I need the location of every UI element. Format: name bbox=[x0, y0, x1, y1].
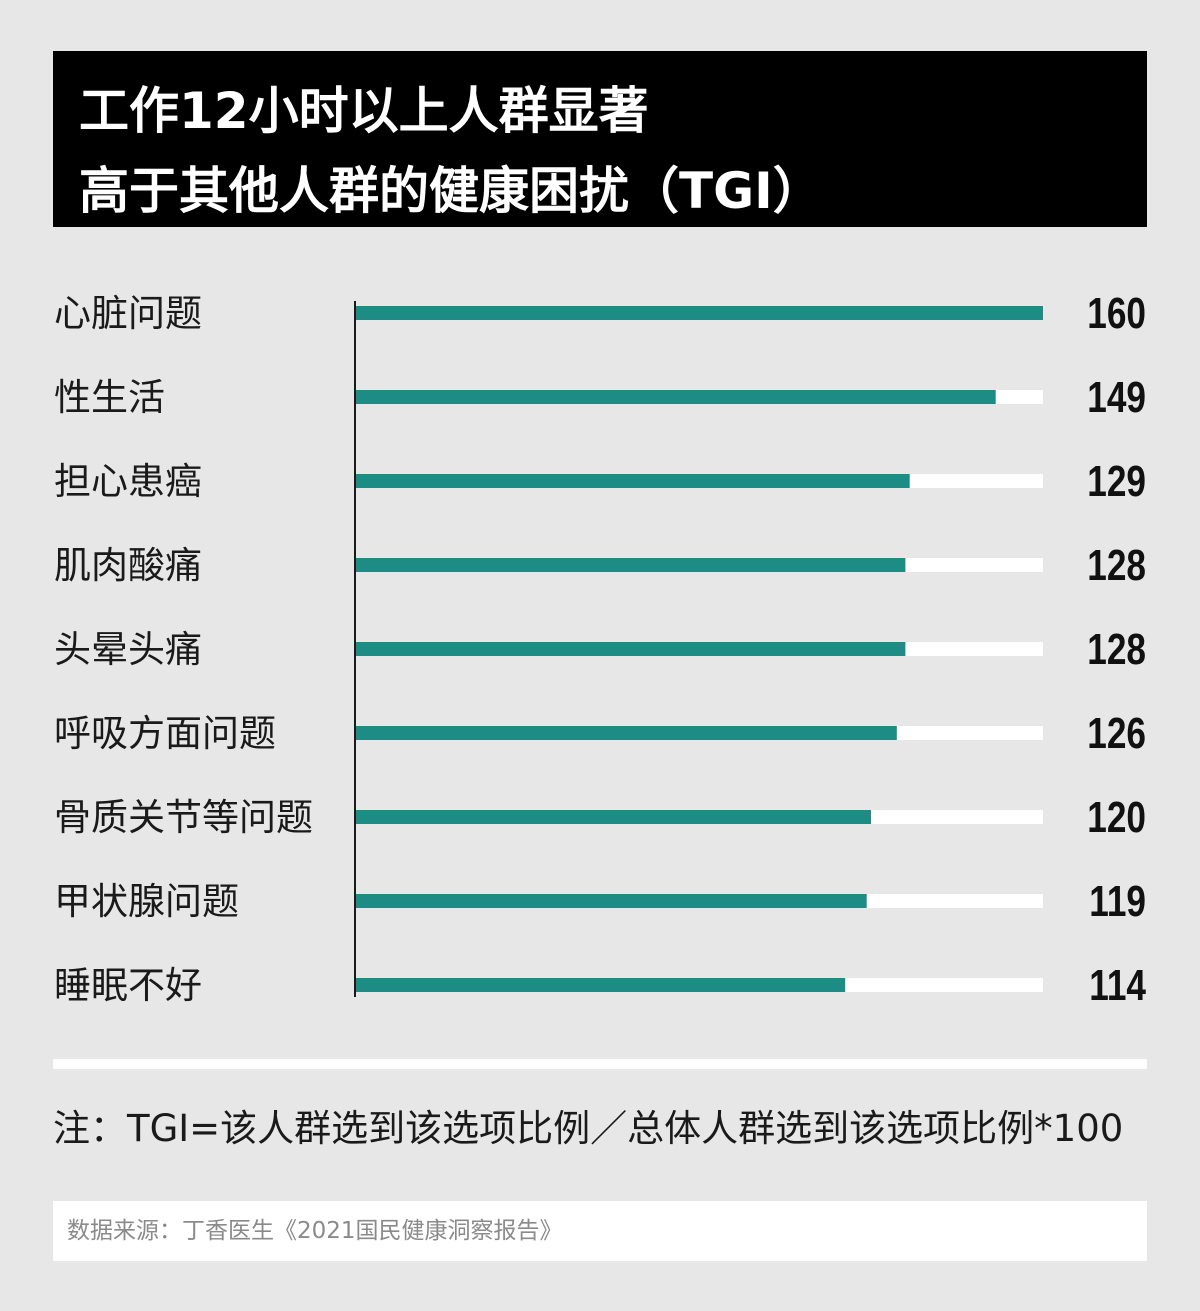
bar-chart: 心脏问题 160 性生活 149 担心患癌 129 肌肉酸痛 128 头晕头痛 128 呼吸方面问题… bbox=[54, 289, 1146, 1010]
category-label: 骨质关节等问题 bbox=[54, 796, 313, 839]
category-label: 肌肉酸痛 bbox=[54, 544, 202, 587]
category-label: 头晕头痛 bbox=[54, 628, 202, 671]
source-box: 数据来源：丁香医生《2021国民健康洞察报告》 bbox=[53, 1201, 1147, 1261]
category-label: 睡眠不好 bbox=[54, 964, 202, 1007]
bar bbox=[355, 390, 996, 404]
title-line-2: 高于其他人群的健康困扰（TGI） bbox=[79, 162, 823, 220]
bar bbox=[355, 642, 906, 656]
bar bbox=[355, 306, 1043, 320]
bar bbox=[355, 726, 897, 740]
value-label: 120 bbox=[1087, 793, 1146, 842]
bar bbox=[355, 474, 910, 488]
value-label: 126 bbox=[1087, 709, 1146, 758]
category-label: 呼吸方面问题 bbox=[54, 712, 276, 755]
value-label: 149 bbox=[1087, 373, 1146, 422]
value-label: 119 bbox=[1089, 877, 1146, 926]
tgi-note: 注：TGI=该人群选到该选项比例／总体人群选到该选项比例*100 bbox=[53, 1107, 1124, 1150]
title-line-1: 工作12小时以上人群显著 bbox=[79, 82, 649, 140]
divider bbox=[53, 1059, 1147, 1069]
category-label: 担心患癌 bbox=[54, 460, 202, 503]
category-label: 甲状腺问题 bbox=[54, 880, 239, 923]
value-label: 128 bbox=[1087, 625, 1146, 674]
category-label: 性生活 bbox=[54, 376, 165, 419]
value-label: 129 bbox=[1087, 457, 1146, 506]
value-label: 160 bbox=[1087, 289, 1146, 338]
value-label: 114 bbox=[1089, 961, 1146, 1010]
bar bbox=[355, 558, 906, 572]
source-text: 数据来源：丁香医生《2021国民健康洞察报告》 bbox=[67, 1218, 563, 1244]
bar bbox=[355, 810, 871, 824]
category-label: 心脏问题 bbox=[54, 292, 202, 335]
value-label: 128 bbox=[1087, 541, 1146, 590]
bar bbox=[355, 978, 846, 992]
bar bbox=[355, 894, 867, 908]
chart-title: 工作12小时以上人群显著 高于其他人群的健康困扰（TGI） bbox=[53, 51, 1147, 227]
